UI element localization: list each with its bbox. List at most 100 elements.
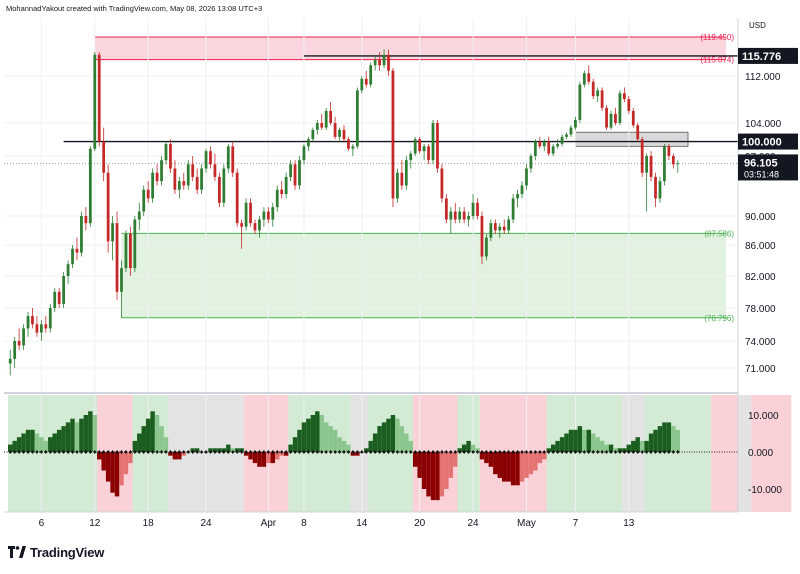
oscillator-zero-marker — [53, 450, 57, 454]
candle-down — [102, 141, 106, 173]
oscillator-bar — [114, 452, 120, 497]
oscillator-zero-marker — [244, 450, 248, 454]
oscillator-zero-marker — [93, 450, 97, 454]
candle-down — [146, 189, 150, 199]
oscillator-zero-marker — [467, 450, 471, 454]
candle-down — [649, 156, 653, 177]
oscillator-zero-marker — [604, 450, 609, 454]
oscillator-bar — [537, 452, 543, 464]
oscillator-zero-marker — [266, 450, 270, 454]
oscillator-zero-marker — [79, 450, 84, 454]
oscillator-zero-marker — [84, 450, 88, 454]
candle-down — [280, 189, 284, 195]
oscillator-bar — [292, 437, 298, 452]
oscillator-bar — [159, 426, 164, 452]
oscillator-bar — [137, 433, 142, 452]
badge-high: 115.776 — [742, 51, 781, 63]
oscillator-zero-marker — [520, 450, 524, 454]
candle-down — [129, 233, 132, 269]
oscillator-zero-marker — [386, 450, 391, 454]
oscillator-zero-marker — [151, 450, 155, 454]
oscillator-bar — [132, 440, 138, 452]
candle-down — [240, 223, 244, 227]
oscillator-bar — [639, 440, 645, 452]
oscillator-bar — [30, 429, 35, 452]
candle-up — [244, 202, 248, 227]
oscillator-bar — [559, 437, 565, 452]
oscillator-regime-green — [368, 395, 413, 512]
candle-up — [226, 146, 230, 169]
oscillator-zero-marker — [471, 450, 475, 454]
oscillator-bar — [510, 452, 516, 486]
oscillator-zero-marker — [631, 450, 635, 454]
badge-level: 100.000 — [742, 137, 782, 149]
candle-down — [538, 141, 542, 147]
oscillator-zero-marker — [404, 450, 408, 454]
oscillator-zero-marker — [609, 450, 613, 454]
oscillator-y-tick-label: 0.000 — [748, 448, 773, 459]
candle-up — [53, 291, 57, 308]
oscillator-zero-marker — [413, 450, 417, 454]
oscillator-zero-marker — [208, 450, 213, 454]
oscillator-bar — [435, 452, 440, 501]
oscillator-bar — [675, 429, 680, 452]
oscillator-bar — [92, 415, 98, 452]
oscillator-zero-marker — [636, 450, 640, 454]
x-tick-label: 12 — [89, 518, 101, 529]
oscillator-bar — [341, 440, 347, 452]
x-tick-label: May — [517, 518, 536, 529]
oscillator-zero-marker — [337, 450, 342, 454]
candle-up — [369, 65, 373, 85]
oscillator-bar — [444, 452, 449, 489]
oscillator-bar — [501, 452, 507, 482]
oscillator-bar — [426, 452, 431, 497]
candle-up — [160, 160, 163, 182]
oscillator-bar — [43, 440, 49, 452]
candle-up — [222, 168, 226, 203]
tradingview-logo[interactable]: TradingView — [8, 544, 104, 560]
candle-down — [627, 99, 631, 111]
candle-down — [493, 223, 497, 231]
y-tick-label: 86.000 — [745, 241, 776, 252]
oscillator-bar — [337, 437, 342, 452]
oscillator-zero-marker — [658, 450, 662, 454]
oscillator-bar — [97, 452, 102, 460]
oscillator-zero-marker — [128, 450, 132, 454]
oscillator-zero-marker — [569, 450, 573, 454]
oscillator-zero-marker — [342, 450, 346, 454]
oscillator-zero-marker — [271, 450, 275, 454]
oscillator-bar — [319, 415, 324, 452]
oscillator-zero-marker — [426, 450, 431, 454]
candle-down — [209, 151, 212, 165]
oscillator-bar — [83, 415, 89, 452]
candle-down — [453, 211, 457, 220]
candle-up — [507, 219, 511, 231]
candle-down — [17, 341, 21, 346]
candle-down — [614, 113, 617, 123]
oscillator-zero-marker — [164, 450, 168, 454]
oscillator-zero-marker — [435, 450, 440, 454]
candle-up — [542, 141, 546, 147]
candle-down — [155, 172, 159, 182]
oscillator-bar — [372, 433, 378, 452]
candle-down — [57, 291, 61, 304]
oscillator-zero-marker — [21, 450, 26, 454]
oscillator-bar — [484, 452, 489, 464]
candle-down — [213, 164, 217, 177]
candle-up — [289, 164, 292, 177]
oscillator-zero-marker — [645, 450, 649, 454]
candle-down — [587, 73, 591, 82]
oscillator-bar — [386, 418, 391, 452]
candle-up — [516, 194, 519, 199]
oscillator-zero-marker — [173, 450, 177, 454]
x-tick-label: Apr — [261, 518, 277, 529]
oscillator-zero-marker — [587, 450, 591, 454]
oscillator-bar — [542, 452, 547, 460]
y-tick-label: 71.000 — [745, 364, 776, 375]
oscillator-zero-marker — [62, 450, 66, 454]
candle-down — [235, 172, 239, 224]
oscillator-bar — [439, 452, 445, 497]
candle-up — [413, 139, 417, 154]
